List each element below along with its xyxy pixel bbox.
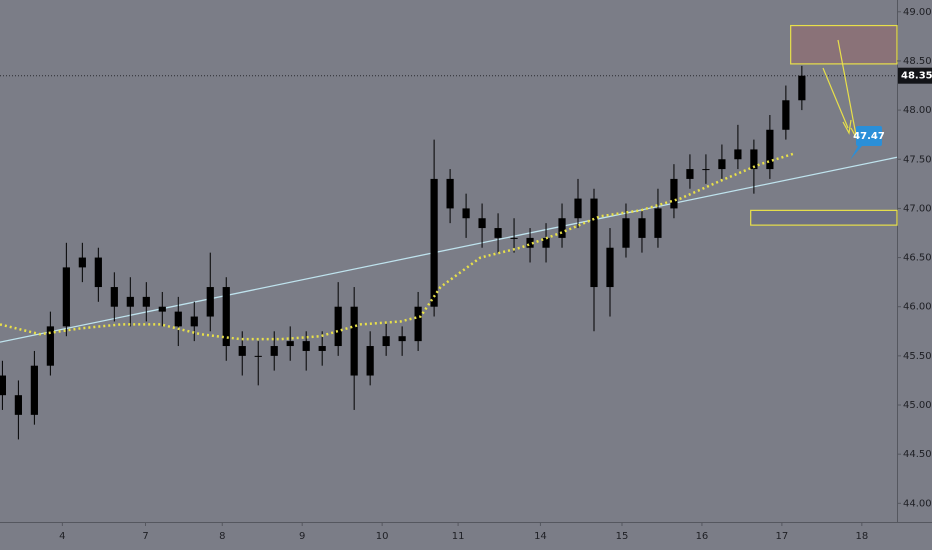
last-price-badge bbox=[898, 67, 932, 84]
y-tick-label: 46.00 bbox=[903, 302, 932, 313]
candle-body bbox=[398, 336, 406, 342]
y-tick-label: 48.00 bbox=[903, 105, 932, 116]
last-price-label: 48.35 bbox=[901, 71, 932, 82]
candle-body bbox=[766, 129, 774, 170]
candle-body bbox=[494, 228, 502, 238]
zone bbox=[750, 209, 898, 226]
candle-body bbox=[478, 218, 486, 229]
y-tick-label: 46.50 bbox=[903, 253, 932, 264]
y-tick-label: 47.00 bbox=[903, 203, 932, 214]
candle-body bbox=[174, 311, 182, 327]
x-tick-label: 15 bbox=[616, 531, 629, 542]
candle-body bbox=[622, 218, 630, 248]
candle-body bbox=[206, 287, 214, 317]
x-tick-label: 9 bbox=[299, 531, 305, 542]
y-tick-label: 45.50 bbox=[903, 351, 932, 362]
y-tick-label: 44.00 bbox=[903, 498, 932, 509]
candle-body bbox=[318, 346, 326, 351]
candle-body bbox=[62, 267, 70, 327]
candle-body bbox=[526, 237, 534, 248]
x-tick-label: 7 bbox=[142, 531, 148, 542]
candle-body bbox=[78, 257, 86, 268]
y-tick-label: 44.50 bbox=[903, 449, 932, 460]
plot-area bbox=[0, 24, 898, 440]
candle-body bbox=[542, 237, 550, 248]
candle-body bbox=[302, 341, 310, 351]
candle-body bbox=[590, 198, 598, 288]
zone bbox=[790, 24, 898, 65]
candle-body bbox=[254, 355, 262, 357]
candle-body bbox=[510, 237, 518, 239]
candle-body bbox=[110, 287, 118, 307]
candle-body bbox=[702, 169, 710, 171]
callout-label: 47.47 bbox=[853, 131, 885, 142]
candle-body bbox=[574, 198, 582, 219]
candle-body bbox=[126, 296, 134, 307]
candle-body bbox=[606, 247, 614, 288]
x-tick-label: 10 bbox=[376, 531, 389, 542]
y-tick-label: 48.50 bbox=[903, 56, 932, 67]
candle-body bbox=[14, 395, 22, 415]
callout-box bbox=[850, 126, 882, 160]
x-tick-label: 8 bbox=[219, 531, 225, 542]
arrow bbox=[822, 67, 849, 129]
candle-body bbox=[158, 306, 166, 312]
x-tick-label: 14 bbox=[534, 531, 547, 542]
candle-body bbox=[462, 208, 470, 219]
candle-body bbox=[190, 316, 198, 327]
trend-line bbox=[0, 156, 898, 343]
x-tick-label: 16 bbox=[696, 531, 709, 542]
candle-body bbox=[670, 178, 678, 209]
candle-body bbox=[334, 306, 342, 347]
candle-body bbox=[382, 336, 390, 347]
x-tick-label: 4 bbox=[59, 531, 65, 542]
candle-body bbox=[430, 178, 438, 307]
candle-body bbox=[782, 100, 790, 130]
candle-body bbox=[222, 287, 230, 347]
candle-body bbox=[654, 208, 662, 238]
candle-body bbox=[94, 257, 102, 288]
y-tick-label: 47.50 bbox=[903, 154, 932, 165]
candle-body bbox=[286, 341, 294, 347]
candle-body bbox=[798, 75, 806, 101]
x-tick-label: 18 bbox=[855, 531, 868, 542]
y-tick-label: 45.00 bbox=[903, 400, 932, 411]
candle-body bbox=[718, 159, 726, 170]
candle-body bbox=[414, 306, 422, 342]
candle-body bbox=[270, 346, 278, 356]
y-tick-label: 49.00 bbox=[903, 7, 932, 18]
arrow bbox=[837, 39, 857, 136]
candle-body bbox=[350, 306, 358, 376]
moving-average bbox=[0, 152, 796, 341]
candle-body bbox=[238, 346, 246, 356]
candle-body bbox=[446, 178, 454, 209]
x-tick-label: 11 bbox=[452, 531, 465, 542]
candle-body bbox=[30, 365, 38, 415]
candle-body bbox=[558, 218, 566, 238]
candle-body bbox=[750, 149, 758, 170]
candle-body bbox=[142, 296, 150, 307]
candle-body bbox=[734, 149, 742, 160]
candle-body bbox=[366, 346, 374, 376]
candle-body bbox=[638, 218, 646, 238]
x-tick-label: 17 bbox=[776, 531, 789, 542]
candle-body bbox=[46, 326, 54, 366]
arrow-head bbox=[842, 119, 852, 135]
candle-body bbox=[686, 169, 694, 179]
axes: 49.00 48.50 48.00 47.50 47.00 46.50 46.00 45.50… bbox=[59, 7, 932, 542]
candle-body bbox=[0, 375, 6, 396]
